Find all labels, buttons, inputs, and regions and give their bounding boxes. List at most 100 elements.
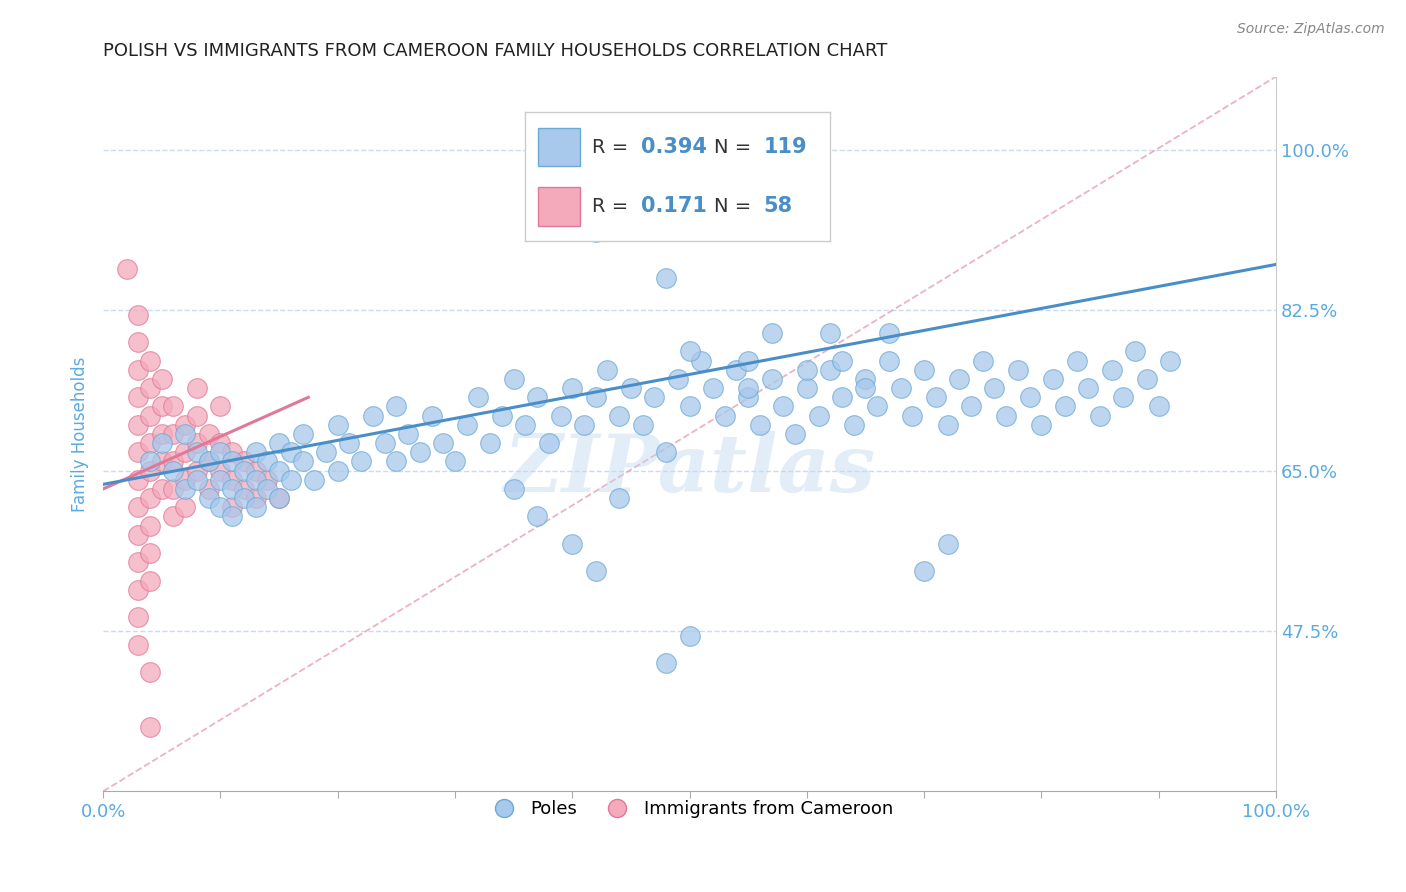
Point: [890, 381, 912, 395]
Point: [186, 436, 208, 450]
Point: [561, 381, 583, 395]
Point: [796, 381, 818, 395]
Point: [127, 610, 149, 624]
Point: [150, 400, 173, 414]
Point: [866, 400, 889, 414]
Point: [737, 390, 759, 404]
Point: [444, 454, 467, 468]
Point: [127, 500, 149, 515]
Point: [232, 464, 254, 478]
Point: [162, 464, 184, 478]
Point: [162, 400, 184, 414]
Point: [901, 409, 924, 423]
Point: [197, 454, 219, 468]
Point: [174, 473, 197, 487]
Point: [197, 426, 219, 441]
Point: [139, 436, 162, 450]
Point: [174, 426, 197, 441]
Point: [221, 445, 243, 459]
Point: [186, 381, 208, 395]
Point: [678, 400, 700, 414]
Point: [877, 353, 900, 368]
Point: [820, 363, 842, 377]
Point: [232, 491, 254, 505]
Point: [127, 445, 149, 459]
Point: [550, 409, 572, 423]
Point: [912, 565, 935, 579]
Point: [737, 353, 759, 368]
Point: [197, 482, 219, 496]
Point: [256, 482, 278, 496]
Point: [972, 353, 994, 368]
Point: [162, 454, 184, 468]
Point: [139, 454, 162, 468]
Point: [221, 454, 243, 468]
Point: [702, 381, 724, 395]
Point: [596, 363, 619, 377]
Point: [127, 638, 149, 652]
Point: [139, 491, 162, 505]
Point: [1007, 363, 1029, 377]
Point: [1112, 390, 1135, 404]
Point: [502, 372, 524, 386]
Point: [1101, 363, 1123, 377]
Point: [302, 473, 325, 487]
Point: [491, 409, 513, 423]
Point: [842, 417, 865, 432]
Point: [1159, 353, 1181, 368]
Point: [396, 426, 419, 441]
Point: [127, 582, 149, 597]
Point: [245, 491, 267, 505]
Point: [1018, 390, 1040, 404]
Point: [139, 381, 162, 395]
Point: [162, 482, 184, 496]
Point: [1077, 381, 1099, 395]
Point: [1147, 400, 1170, 414]
Point: [877, 326, 900, 340]
Text: Source: ZipAtlas.com: Source: ZipAtlas.com: [1237, 22, 1385, 37]
Point: [209, 400, 232, 414]
Point: [948, 372, 970, 386]
Point: [245, 445, 267, 459]
Point: [150, 482, 173, 496]
Point: [643, 390, 665, 404]
Point: [432, 436, 454, 450]
Point: [150, 454, 173, 468]
Point: [174, 445, 197, 459]
Point: [127, 335, 149, 350]
Point: [666, 372, 689, 386]
Point: [479, 436, 502, 450]
Point: [256, 473, 278, 487]
Point: [209, 445, 232, 459]
Point: [467, 390, 489, 404]
Point: [221, 500, 243, 515]
Point: [1042, 372, 1064, 386]
Point: [925, 390, 948, 404]
Point: [139, 720, 162, 734]
Point: [713, 409, 735, 423]
Point: [502, 482, 524, 496]
Point: [820, 326, 842, 340]
Point: [960, 400, 983, 414]
Point: [174, 500, 197, 515]
Point: [209, 436, 232, 450]
Legend: Poles, Immigrants from Cameroon: Poles, Immigrants from Cameroon: [478, 793, 901, 825]
Point: [127, 473, 149, 487]
Point: [209, 500, 232, 515]
Point: [139, 353, 162, 368]
Point: [139, 409, 162, 423]
Point: [127, 363, 149, 377]
Point: [456, 417, 478, 432]
Point: [127, 390, 149, 404]
Point: [409, 445, 432, 459]
Point: [855, 381, 877, 395]
Point: [139, 574, 162, 588]
Point: [537, 436, 560, 450]
Point: [267, 464, 290, 478]
Point: [526, 509, 548, 524]
Point: [1123, 344, 1146, 359]
Point: [326, 417, 349, 432]
Point: [245, 500, 267, 515]
Point: [737, 381, 759, 395]
Point: [280, 445, 302, 459]
